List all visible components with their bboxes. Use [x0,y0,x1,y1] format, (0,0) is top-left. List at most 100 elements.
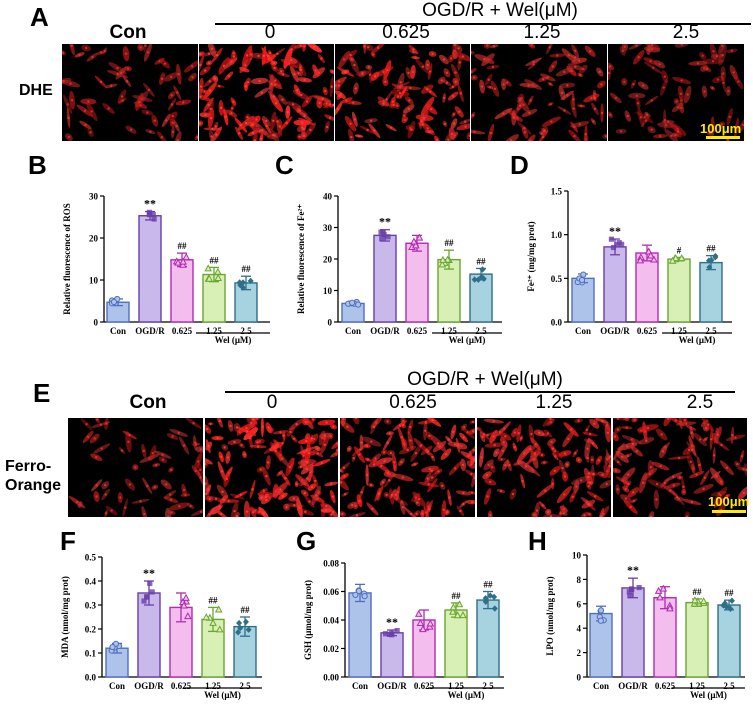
column-label-a-4: 2.5 [672,22,700,43]
chart-g-category-label: 1.25 [448,681,464,691]
chart-b-ylabel: Relative fluorescence of ROS [62,203,72,315]
chart-b-significance: ## [178,241,188,251]
chart-g-point [448,607,457,615]
chart-c-point [381,231,387,238]
chart-h-group-label: Wel (μM) [690,690,727,700]
chart-g-point [426,619,435,627]
treatment-underline-e [225,391,735,393]
chart-d-ytick-label: 1.5 [551,187,563,197]
chart-g-point [414,609,423,617]
chart-h-point [597,607,605,614]
chart-c-bar [373,234,397,323]
chart-c-point [471,276,478,283]
chart-b-point [146,211,153,217]
treatment-header-a: OGD/R + Wel(μM) [422,0,578,21]
chart-b-significance: ## [210,255,220,265]
chart-c-ytick-label: 30 [323,223,333,233]
chart-d-point [671,254,680,262]
column-label-a-2: 0.625 [382,22,430,43]
chart-c-point [439,255,447,263]
chart-f-point [245,626,252,633]
chart-f-point [147,580,153,587]
scale-bar-label-a: 100μm [700,121,742,136]
chart-b-point [240,279,247,286]
chart-d-point [610,244,617,251]
panel-letter-a: A [30,2,49,32]
chart-c-significance: ## [477,256,487,266]
chart-c-category-label: 0.625 [407,326,428,336]
chart-f-group-label: Wel (μM) [204,690,241,700]
chart-d-bar [699,261,723,323]
micrograph-e-25 [613,418,747,517]
micrograph-e-125 [477,418,611,517]
chart-c-point [415,233,424,241]
chart-b-ytick-label: 30 [89,192,99,202]
column-label-a-0: Con [109,22,147,43]
micrograph-e-con [68,418,203,517]
chart-b-ytick-label: 10 [89,276,99,286]
chart-f-category-label: 1.25 [205,681,221,691]
chart-f-significance: ## [209,595,219,605]
chart-g-significance: ## [484,580,494,590]
column-label-e-4: 2.5 [686,392,714,413]
chart-c-point [480,275,487,282]
chart-h-point [629,586,635,592]
chart-d-point [668,256,677,264]
chart-d-category-label: 0.625 [637,326,658,336]
chart-f-point [184,612,192,620]
chart-c-point [349,299,356,306]
chart-d-point [616,240,622,246]
chart-d-ylabel: Fe²⁺ (mg/mg prot) [526,221,536,291]
chart-f-point [214,605,223,613]
chart-c-ytick-label: 40 [323,192,333,202]
chart-d-point [608,236,615,242]
micrograph-a-con [62,44,198,141]
chart-d-ytick-label: 0.5 [551,274,563,284]
chart-f-ytick-label: 0.1 [85,649,97,659]
chart-g-bar [444,609,468,678]
chart-c-ytick-label: 10 [323,286,333,296]
chart-g-point [449,603,458,611]
panel-letter-h: H [528,526,547,556]
chart-f-significance: ## [241,605,251,615]
chart-g-point [419,625,427,633]
chart-b-category-label: 2.5 [240,326,252,336]
chart-f-point [202,613,211,621]
chart-g-point [459,611,467,619]
chart-b-point [174,258,182,266]
micrograph-e-0625 [340,418,475,517]
chart-c-category-label: 2.5 [475,326,487,336]
chart-d-significance: # [677,245,682,255]
chart-d-significance: ** [609,224,621,238]
chart-h-ytick-label: 8 [577,575,582,585]
chart-h-point [597,617,604,624]
chart-g-significance: ## [452,591,462,601]
chart-d-point [646,251,655,259]
chart-d-bar [603,246,627,323]
chart-b-significance: ** [144,197,156,211]
chart-g-point [491,593,498,601]
chart-c-significance: ## [445,238,455,248]
chart-f-point [242,618,249,626]
chart-h-point [626,589,632,595]
column-label-e-3: 1.25 [535,392,573,413]
panel-letter-g: G [296,526,317,556]
chart-g-category-label: Con [352,681,368,691]
chart-b-point [205,274,214,282]
chart-d-category-label: 2.5 [705,326,717,336]
chart-g-point [352,591,359,598]
chart-h-point [691,596,699,604]
panel-letter-f: F [60,526,76,556]
chart-d-point [712,252,719,260]
chart-f-point [237,624,244,632]
scale-bar-e [712,510,746,513]
chart-d-category-label: Con [575,326,591,336]
chart-f-category-label: OGD/R [134,681,164,691]
chart-h-category-label: OGD/R [618,681,648,691]
chart-b-point [236,279,243,286]
chart-h-point [728,597,735,604]
row-label-ferro: Ferro- [5,458,52,475]
chart-g-point [455,600,464,608]
treatment-header-e: OGD/R + Wel(μM) [407,369,563,390]
chart-b-category-label: Con [110,326,126,336]
